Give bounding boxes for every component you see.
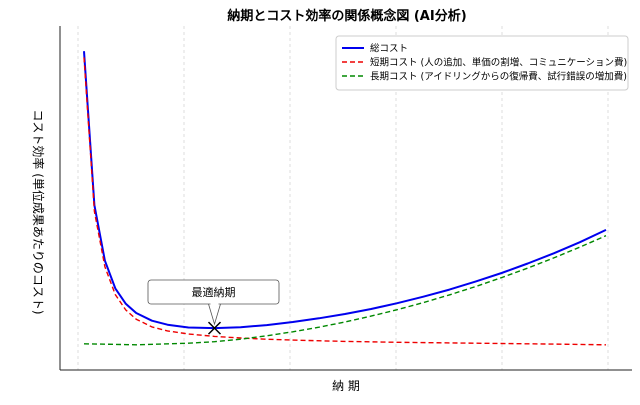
y-axis-label: コスト効率 (単位成果あたりのコスト) [31,109,46,314]
legend-label-1: 短期コスト (人の追加、単価の割増、コミュニケーション費) [370,57,627,69]
optimum-marker [207,321,222,335]
series-line-0 [83,51,607,330]
annotation-label: 最適納期 [192,285,236,299]
annotation-group: 最適納期 [147,279,280,335]
chart-title: 納期とコスト効率の関係概念図 (AI分析) [227,8,466,24]
series-line-1 [83,57,607,346]
axes-frame [59,26,632,371]
annotation-pointer [208,303,221,326]
legend-label-2: 長期コスト (アイドリングからの復帰費、試行錯誤の増加費) [370,71,627,83]
legend-box [335,35,629,91]
series-group [83,51,607,346]
legend-label-0: 総コスト [370,43,408,55]
x-axis-label: 納 期 [332,379,360,393]
series-line-2 [83,235,607,346]
